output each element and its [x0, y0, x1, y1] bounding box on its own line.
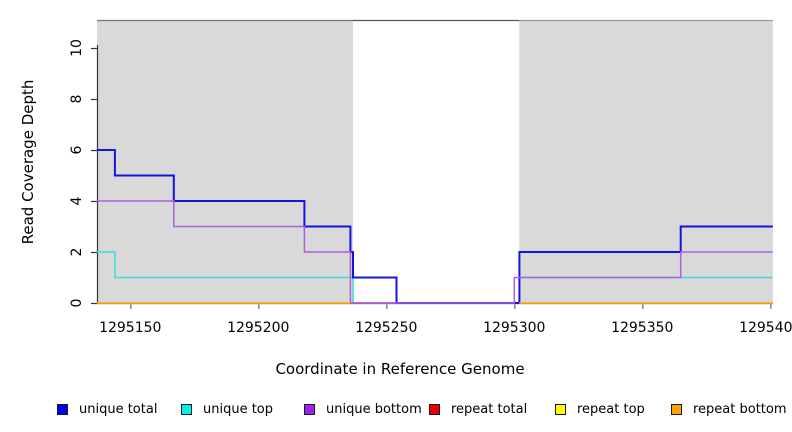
region-flank-right [519, 20, 773, 303]
series-path-unique-total [97, 149, 773, 304]
legend-label: unique total [79, 401, 158, 417]
x-axis-title: Coordinate in Reference Genome [275, 360, 525, 378]
y-tick-label: 4 [69, 196, 85, 206]
legend-label: unique bottom [326, 401, 422, 417]
legend-swatch-repeat-top [555, 403, 566, 415]
legend-item-unique-total: unique total [57, 400, 157, 418]
region-masked-gap [353, 20, 520, 303]
y-axis-title: Read Coverage Depth [19, 79, 37, 245]
legend-swatch-unique-top [181, 403, 192, 415]
x-tick-label: 1295150 [99, 320, 162, 336]
legend-item-repeat-top: repeat top [555, 400, 645, 418]
x-tick-label: 1295200 [227, 320, 290, 336]
legend-swatch-repeat-total [429, 403, 440, 415]
x-tick-label: 1295250 [355, 320, 418, 336]
legend-item-repeat-total: repeat total [429, 400, 527, 418]
x-tick-label: 1295300 [483, 320, 546, 336]
legend-item-unique-bottom: unique bottom [304, 400, 422, 418]
legend-label: unique top [203, 401, 274, 417]
series-path-unique-bottom [97, 200, 773, 304]
legend-label: repeat top [577, 401, 645, 417]
legend-item-repeat-bottom: repeat bottom [671, 400, 787, 418]
legend: unique total unique top unique bottom repea… [0, 400, 792, 424]
legend-label: repeat bottom [693, 401, 787, 417]
legend-item-unique-top: unique top [181, 400, 273, 418]
legend-label: repeat total [451, 401, 528, 417]
region-flank-left [97, 20, 353, 303]
y-tick-label: 2 [69, 247, 85, 257]
y-tick-label: 10 [69, 39, 85, 57]
y-tick-label: 0 [69, 298, 85, 308]
legend-swatch-repeat-bottom [671, 403, 682, 415]
y-tick-label: 8 [69, 94, 85, 104]
y-tick-label: 6 [69, 145, 85, 155]
x-tick-label: 1295350 [611, 320, 674, 336]
legend-swatch-unique-bottom [304, 403, 315, 415]
legend-swatch-unique-total [57, 403, 68, 415]
